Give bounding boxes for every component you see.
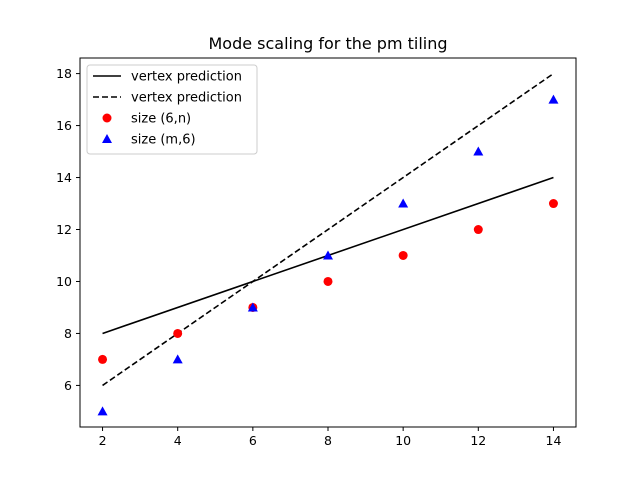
data-point-triangle (172, 354, 183, 364)
x-axis: 2 4 6 8 10 12 14 (99, 427, 562, 448)
legend-label: vertex prediction (131, 91, 242, 106)
y-tick-label: 8 (64, 326, 72, 341)
axes-frame (79, 57, 577, 428)
legend-marker-circle (102, 113, 112, 123)
x-tick-label: 14 (546, 433, 562, 448)
x-tick-label: 10 (395, 433, 411, 448)
data-point-triangle (97, 406, 108, 416)
data-point-circle (473, 225, 483, 235)
chart-title: Mode scaling for the pm tiling (208, 34, 447, 53)
data-point-triangle (473, 146, 484, 156)
data-point-circle (548, 199, 558, 209)
data-point-triangle (548, 94, 559, 104)
y-axis: 6 8 10 12 14 16 18 (56, 66, 80, 393)
data-point-triangle (398, 198, 409, 208)
x-tick-label: 2 (99, 433, 107, 448)
data-point-circle (323, 276, 333, 286)
legend-box (86, 64, 258, 155)
y-tick-label: 12 (56, 222, 72, 237)
x-tick-label: 4 (174, 433, 182, 448)
y-tick-label: 18 (56, 66, 72, 81)
y-tick-label: 14 (56, 170, 72, 185)
x-tick-label: 8 (324, 433, 332, 448)
legend-marker-triangle (102, 134, 112, 143)
legend-label: size (m,6) (131, 133, 196, 148)
legend: vertex prediction vertex prediction size (… (86, 64, 258, 155)
data-point-triangle (323, 250, 333, 260)
y-tick-label: 10 (56, 274, 72, 289)
data-point-triangle (247, 302, 258, 312)
x-tick-label: 6 (249, 433, 257, 448)
y-tick-label: 6 (64, 378, 72, 393)
data-point-circle (98, 354, 108, 364)
x-tick-label: 12 (470, 433, 486, 448)
legend-label: size (6,n) (131, 112, 191, 127)
data-point-circle (173, 328, 183, 338)
y-tick-label: 16 (56, 118, 72, 133)
legend-label: vertex prediction (131, 70, 242, 85)
data-point-circle (398, 250, 408, 260)
plot-area (97, 72, 559, 416)
